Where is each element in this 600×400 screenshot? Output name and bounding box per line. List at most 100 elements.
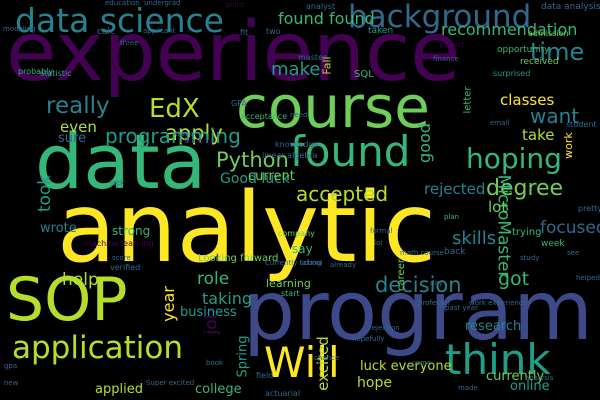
- word-currently: excited: [313, 336, 332, 391]
- word-apply: apply: [165, 121, 223, 145]
- word-python: Python: [216, 148, 289, 172]
- word-looking-forward: admission: [528, 29, 569, 38]
- word-even: take: [522, 126, 555, 144]
- word-taking: MicroMaster: [493, 174, 514, 279]
- word-new: Super excited: [146, 379, 195, 387]
- word-learning: Looking forward: [198, 253, 279, 264]
- word-education: new: [4, 379, 19, 387]
- word-knowledge: back: [444, 247, 466, 257]
- word-pretty: statistic: [40, 69, 72, 78]
- word-chance: email: [490, 119, 510, 127]
- word-job: make: [271, 59, 321, 80]
- word-work: year: [158, 286, 178, 322]
- word-focused: hope: [357, 375, 392, 391]
- word-lol: made: [458, 384, 478, 392]
- word-point: master: [298, 53, 327, 62]
- word-take: research: [465, 319, 522, 334]
- word-track: gpa: [4, 362, 18, 370]
- word-analytic: analytic: [57, 172, 437, 284]
- word-plan: pretty: [578, 204, 600, 213]
- word-degree: degree: [486, 176, 564, 201]
- word-sop: SOP: [6, 265, 128, 335]
- word-decision: decision: [375, 273, 462, 297]
- word-edx: EdX: [149, 94, 200, 124]
- word-calc: fit: [240, 28, 249, 37]
- word-business: taken: [368, 26, 394, 36]
- word-luck-everyone: online: [510, 379, 550, 394]
- word-lack: education: [105, 0, 140, 7]
- word-experience: experience: [6, 5, 461, 100]
- word-sure: lot: [488, 198, 508, 216]
- word-program: program: [243, 264, 594, 359]
- word-year: want: [530, 104, 580, 128]
- word-background: background: [348, 0, 532, 35]
- word-fit: three: [120, 39, 139, 47]
- word-strong: focused: [540, 218, 600, 238]
- word-wrote: Good luck: [220, 171, 290, 187]
- word-lot: currently: [486, 369, 545, 384]
- word-classes: wrote: [40, 221, 77, 236]
- word-need: lack: [110, 179, 125, 187]
- word-machine-learning: modeling: [3, 25, 36, 33]
- word-score: helped: [576, 274, 600, 282]
- word-trying: formal: [370, 227, 393, 235]
- word-course: course: [236, 73, 430, 141]
- word-professor: analysis: [525, 374, 554, 382]
- word-rejection: see: [567, 249, 580, 257]
- word-actuarial: already: [330, 261, 357, 269]
- word-role: good: [414, 123, 434, 163]
- word-accepted: accepted: [296, 182, 389, 206]
- word-back: student: [566, 120, 597, 129]
- word-statistic: probably: [18, 67, 54, 76]
- word-rejected: luck everyone: [360, 359, 452, 374]
- word-data-analysis: point: [226, 1, 244, 9]
- word-math: took: [35, 174, 56, 213]
- word-modeling: applicant: [143, 27, 176, 35]
- word-undergrad: GPA: [231, 99, 247, 108]
- word-hope: business: [180, 305, 237, 320]
- word-helped: week: [541, 239, 565, 249]
- word-currently-taking-2: come: [412, 359, 432, 367]
- word-gpa: plan: [444, 213, 460, 221]
- word-time: programming: [105, 124, 241, 148]
- word-say: received: [520, 57, 559, 67]
- word-want: sure: [58, 131, 87, 146]
- word-micromaster: recommendation: [441, 20, 578, 39]
- word-application: application: [12, 330, 183, 366]
- word-day: rejection: [369, 324, 400, 332]
- word-past-year: hopefully: [352, 335, 385, 343]
- word-make: even: [60, 118, 97, 136]
- word-master: career: [395, 259, 407, 291]
- word-found: found: [290, 127, 411, 176]
- word-analyst: acceptance: [241, 112, 288, 121]
- word-study: lol: [374, 239, 383, 247]
- word-opportunity: undergrad: [144, 0, 181, 7]
- word-sql: opportunity: [497, 45, 550, 55]
- word-linear-algebra: work: [561, 132, 575, 159]
- word-analysis: work experience: [469, 299, 527, 307]
- word-gpa-lower: math course: [400, 249, 444, 257]
- word-already: machine learning: [84, 239, 154, 248]
- word-three: finance: [433, 55, 459, 63]
- word-hoping: hoping: [466, 142, 562, 175]
- word-think: think: [445, 335, 551, 384]
- word-data: data: [35, 117, 207, 206]
- word-good-luck: applied: [95, 382, 143, 397]
- word-recommendation: strong: [112, 224, 151, 238]
- word-found-found: help: [62, 270, 99, 290]
- word-will: Will: [264, 338, 340, 387]
- word-got-accepted: letter: [462, 86, 474, 114]
- word-spring: got: [498, 268, 530, 290]
- word-probably: school: [300, 259, 323, 267]
- word-start: chance: [314, 354, 340, 362]
- word-got: skills: [452, 228, 497, 249]
- word-college: say: [292, 242, 313, 256]
- word-verified: calc: [97, 27, 115, 37]
- word-applied: learning: [266, 277, 311, 290]
- word-week: study: [520, 254, 540, 262]
- word-really: really: [46, 93, 110, 119]
- word-received: analyst: [306, 2, 336, 11]
- word-letter: taking: [202, 289, 253, 308]
- word-working: knowledge: [275, 140, 319, 149]
